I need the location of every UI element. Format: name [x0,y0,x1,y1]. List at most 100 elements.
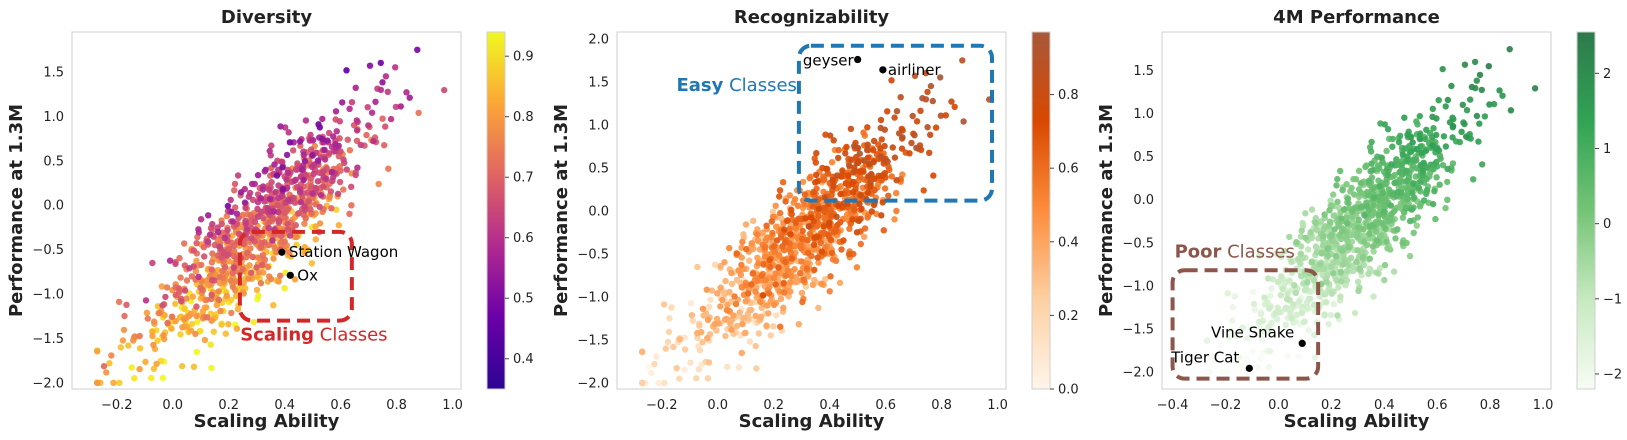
scatter-point [1353,230,1361,238]
scatter-point [1244,335,1251,342]
scatter-point [870,137,878,145]
scatter-point [257,244,265,251]
scatter-point [849,216,856,223]
scatter-point [228,208,235,215]
scatter-point [807,214,815,221]
scatter-point [782,258,789,266]
scatter-point [357,141,364,149]
scatter-point [1324,245,1331,253]
scatter-point [770,323,777,330]
scatter-point [344,136,351,143]
scatter-point [1387,216,1394,223]
scatter-point [888,77,895,84]
annotation-marker [286,271,294,279]
scatter-point [142,358,149,365]
scatter-point [899,134,906,141]
scatter-point [1420,159,1427,166]
scatter-point [228,309,235,317]
scatter-point [1362,219,1369,226]
scatter-point [1351,309,1359,317]
scatter-point [809,281,817,289]
scatter-point [1219,368,1226,375]
scatter-point [1348,184,1355,192]
scatter-point [294,160,301,167]
scatter-point [813,171,820,179]
scatter-point [1435,97,1442,104]
scatter-point [1478,86,1486,94]
scatter-point [699,339,706,346]
scatter-point [1284,290,1291,297]
scatter-point [441,86,448,94]
scatter-point [1360,238,1368,245]
scatter-point [131,375,138,382]
scatter-point [150,365,158,372]
scatter-point [348,202,355,209]
scatter-point [290,147,297,154]
scatter-point [1429,105,1437,113]
scatter-point [323,175,330,182]
scatter-point [755,260,762,267]
scatter-point [1432,215,1439,223]
y-tick-label: −0.5 [32,243,64,258]
scatter-point [1461,120,1468,128]
scatter-point [746,338,754,345]
scatter-point [791,243,799,250]
region-label-rest: Classes [314,325,388,346]
scatter-point [1344,262,1352,269]
highlight-region-box [796,43,995,203]
scatter-point [1338,278,1345,285]
scatter-point [763,222,770,229]
scatter-point [370,137,377,145]
scatter-point [832,257,840,264]
scatter-point [772,202,779,209]
scatter-point [296,138,304,145]
scatter-point [296,189,304,196]
scatter-point [1212,358,1219,365]
scatter-point [793,278,800,286]
scatter-point [239,211,247,218]
scatter-point [241,199,249,206]
scatter-point [346,210,353,217]
scatter-point [811,266,818,273]
scatter-point [687,300,695,307]
scatter-point [743,245,750,253]
scatter-point [906,150,913,157]
scatter-point [815,259,822,266]
colorbar-tick-label: 0.9 [513,50,534,65]
scatter-point [1417,178,1424,185]
scatter-point [860,233,868,241]
scatter-point [805,273,812,280]
scatter-point [717,284,724,291]
scatter-point [1339,261,1346,268]
scatter-point [846,225,853,232]
scatter-point [1278,273,1285,280]
scatter-point [136,345,144,352]
scatter-point [919,95,926,102]
scatter-point [320,183,327,190]
scatter-point [889,144,896,151]
scatter-point [754,254,761,261]
scatter-point [1264,275,1272,282]
scatter-point [942,112,949,119]
scatter-point [733,276,741,284]
scatter-point [1468,83,1476,91]
scatter-point [1404,186,1411,193]
scatter-point [708,287,716,294]
scatter-point [270,208,278,215]
scatter-point [806,230,814,238]
scatter-point [1399,151,1407,158]
scatter-point [262,166,269,173]
scatter-point [712,320,719,327]
scatter-point [694,263,701,271]
scatter-point [168,325,175,332]
scatter-point [1269,276,1277,283]
scatter-point [1436,181,1443,188]
scatter-point [324,137,331,144]
scatter-point [830,229,838,236]
scatter-point [1373,269,1380,276]
scatter-point [857,192,864,199]
scatter-point [179,324,186,331]
scatter-point [115,298,123,305]
scatter-point [1403,177,1410,185]
scatter-point [215,288,222,295]
